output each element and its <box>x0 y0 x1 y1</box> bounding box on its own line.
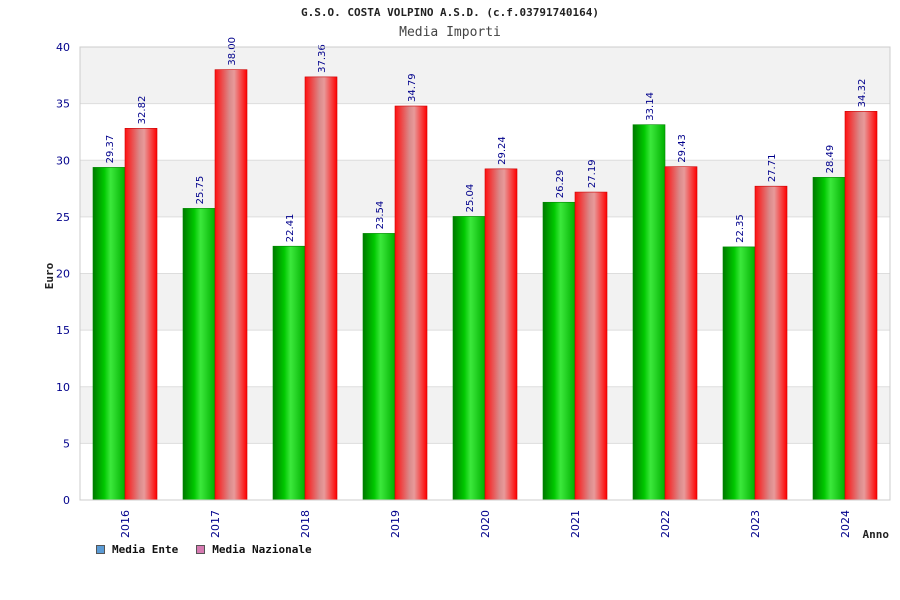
y-tick-label: 40 <box>56 41 70 54</box>
bar-media-nazionale-2017 <box>214 69 248 501</box>
data-label: 29.43 <box>677 134 688 163</box>
y-tick-label: 30 <box>56 154 70 167</box>
bar-media-nazionale-2018 <box>304 76 338 501</box>
data-label: 27.71 <box>767 154 778 183</box>
bar-media-ente-2022 <box>632 124 666 501</box>
data-label: 22.35 <box>735 214 746 243</box>
bar-media-ente-2018 <box>272 245 306 501</box>
bar-media-ente-2019 <box>362 233 396 501</box>
data-label: 27.19 <box>587 159 598 188</box>
data-label: 37.36 <box>317 44 328 73</box>
x-axis-title: Anno <box>863 528 890 541</box>
legend-item-media-ente: Media Ente <box>96 543 178 556</box>
chart-subtitle: Media Importi <box>399 25 501 40</box>
bar-media-nazionale-2023 <box>754 185 788 501</box>
bar-media-ente-2017 <box>182 208 216 501</box>
grid-band <box>80 47 890 104</box>
data-label: 25.04 <box>465 184 476 213</box>
x-tick-label: 2019 <box>389 510 402 538</box>
x-tick-label: 2022 <box>659 510 672 538</box>
bar-media-ente-2016 <box>92 167 126 501</box>
data-label: 32.82 <box>137 96 148 125</box>
legend-swatch-media-nazionale <box>196 545 206 554</box>
bar-media-ente-2024 <box>812 177 846 501</box>
bar-media-ente-2021 <box>542 201 576 501</box>
data-label: 29.37 <box>105 135 116 164</box>
data-label: 22.41 <box>285 214 296 243</box>
data-label: 34.79 <box>407 73 418 102</box>
grid-band <box>80 103 890 161</box>
bar-media-nazionale-2021 <box>574 191 608 501</box>
x-tick-label: 2024 <box>839 510 852 538</box>
data-label: 28.49 <box>825 145 836 174</box>
bar-media-nazionale-2019 <box>394 105 428 501</box>
x-tick-label: 2023 <box>749 510 762 538</box>
y-tick-label: 20 <box>56 268 70 281</box>
y-tick-label: 10 <box>56 381 70 394</box>
y-tick-label: 5 <box>63 437 70 450</box>
y-tick-label: 25 <box>56 211 70 224</box>
data-label: 34.32 <box>857 79 868 108</box>
y-tick-label: 0 <box>63 494 70 507</box>
x-tick-label: 2021 <box>569 510 582 538</box>
y-tick-label: 35 <box>56 98 70 111</box>
bar-media-nazionale-2024 <box>844 111 878 501</box>
plot-frame <box>79 46 891 501</box>
bar-media-ente-2020 <box>452 216 486 501</box>
legend-item-media-nazionale: Media Nazionale <box>196 543 312 556</box>
data-label: 25.75 <box>195 176 206 205</box>
legend-swatch-media-ente <box>96 545 105 554</box>
bar-media-ente-2023 <box>722 246 756 501</box>
chart-title: G.S.O. COSTA VOLPINO A.S.D. (c.f.0379174… <box>300 6 599 19</box>
legend: Media Ente Media Nazionale <box>96 543 312 556</box>
bar-media-nazionale-2016 <box>124 128 158 501</box>
bar-media-nazionale-2022 <box>664 166 698 501</box>
x-tick-label: 2016 <box>119 510 132 538</box>
data-label: 29.24 <box>497 136 508 165</box>
data-label: 38.00 <box>227 37 238 66</box>
legend-label-media-ente: Media Ente <box>112 543 179 556</box>
data-label: 33.14 <box>645 92 656 121</box>
y-tick-label: 15 <box>56 324 70 337</box>
y-axis-title: Euro <box>43 262 56 289</box>
bar-media-nazionale-2020 <box>484 168 518 501</box>
data-label: 26.29 <box>555 170 566 199</box>
x-tick-label: 2020 <box>479 510 492 538</box>
x-tick-label: 2017 <box>209 510 222 538</box>
x-tick-label: 2018 <box>299 510 312 538</box>
data-label: 23.54 <box>375 201 386 230</box>
legend-label-media-nazionale: Media Nazionale <box>212 543 312 556</box>
